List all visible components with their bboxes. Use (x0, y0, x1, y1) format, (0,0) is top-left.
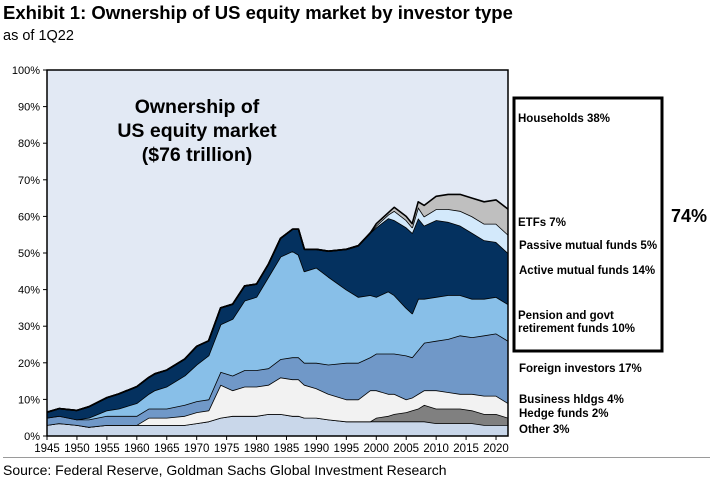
x-axis: 1945 1950 1955 1960 1965 1970 1975 1980 1985 1990… (34, 436, 509, 455)
area-other (47, 414, 508, 436)
x-tick-label: 1975 (214, 443, 240, 455)
households-bracket-box (512, 96, 664, 353)
y-tick-label: 40% (18, 285, 40, 297)
series-labels: Households 38% ETFs 7% Passive mutual fu… (518, 113, 657, 436)
area-pension-and-govt-retirement-funds (47, 251, 508, 420)
inset-title: Ownership of US equity market ($76 trill… (117, 96, 277, 166)
x-tick-label: 1960 (124, 443, 150, 455)
y-tick-label: 100% (12, 65, 40, 77)
x-tick-label: 1955 (94, 443, 120, 455)
label-etfs: ETFs 7% (518, 217, 566, 229)
x-tick-label: 2010 (423, 443, 449, 455)
inset-title-line-2: US equity market (117, 120, 277, 142)
x-tick-label: 1990 (304, 443, 330, 455)
y-tick-label: 50% (18, 248, 40, 260)
x-tick-label: 2000 (363, 443, 389, 455)
label-pension-line-2: retirement funds 10% (518, 323, 635, 335)
x-tick-label: 1965 (154, 443, 180, 455)
label-other: Other 3% (519, 424, 570, 436)
x-tick-label: 1945 (34, 443, 60, 455)
plot-area (43, 69, 509, 437)
y-tick-label: 80% (18, 138, 40, 150)
label-pension-line-1: Pension and govt (518, 310, 614, 322)
x-tick-label: 1970 (184, 443, 210, 455)
y-tick-label: 0% (24, 431, 40, 443)
y-tick-label: 60% (18, 211, 40, 223)
area-hedge-funds (47, 404, 508, 427)
inset-title-line-3: ($76 trillion) (142, 144, 253, 166)
x-tick-label: 1985 (274, 443, 300, 455)
area-business-hldgs (47, 377, 508, 427)
label-foreign-investors: Foreign investors 17% (519, 363, 642, 375)
x-tick-label: 1950 (64, 443, 90, 455)
exhibit-title: Exhibit 1: Ownership of US equity market… (3, 2, 513, 23)
label-business-hldgs: Business hldgs 4% (519, 394, 624, 406)
label-households: Households 38% (518, 113, 610, 125)
x-tick-label: 1995 (334, 443, 360, 455)
y-tick-label: 30% (18, 321, 40, 333)
label-passive-mutual-funds: Passive mutual funds 5% (519, 240, 657, 252)
label-hedge-funds: Hedge funds 2% (519, 408, 608, 420)
boundary-etfs (46, 193, 509, 413)
label-active-mutual-funds: Active mutual funds 14% (519, 265, 655, 277)
source-divider (3, 457, 710, 458)
area-foreign-investors (47, 333, 508, 427)
bracket-total-label: 74% (671, 206, 707, 226)
y-tick-label: 10% (18, 394, 40, 406)
x-tick-label: 1980 (244, 443, 270, 455)
x-tick-label: 2005 (393, 443, 419, 455)
area-active-mutual-funds (47, 218, 508, 420)
y-axis: 0% 10% 20% 30% 40% 50% 60% 70% 80% 90% 100% (12, 65, 47, 443)
y-tick-label: 20% (18, 358, 40, 370)
x-tick-label: 2015 (453, 443, 479, 455)
x-tick-label: 2020 (483, 443, 509, 455)
source-note: Source: Federal Reserve, Goldman Sachs G… (3, 462, 447, 478)
exhibit-subtitle: as of 1Q22 (3, 28, 74, 44)
y-tick-label: 70% (18, 175, 40, 187)
inset-title-line-1: Ownership of (135, 96, 260, 118)
y-tick-label: 90% (18, 102, 40, 114)
